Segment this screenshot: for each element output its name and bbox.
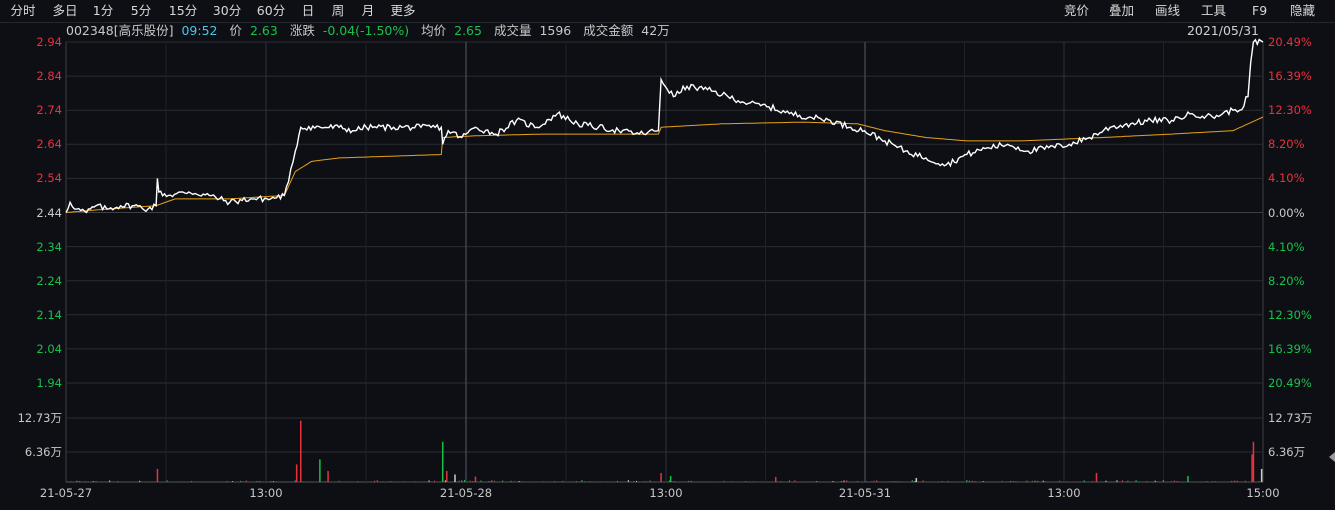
- change-value: -0.04(-1.50%): [322, 23, 410, 38]
- date-stamp: 2021/05/31: [1186, 23, 1259, 38]
- draw-line-button[interactable]: 画线: [1155, 3, 1181, 18]
- pct-tick-label: 8.20%: [1268, 273, 1305, 288]
- price-value: 2.63: [249, 23, 278, 38]
- period-toolbar: 分时 多日 1分 5分 15分 30分 60分 日 周 月 更多 竞价 叠加 画…: [0, 0, 1335, 23]
- time-tick-label: 21-05-27: [39, 486, 93, 500]
- avg-value: 2.65: [454, 23, 482, 38]
- price-tick-label: 2.64: [36, 137, 62, 152]
- volume-value: 1596: [539, 23, 572, 38]
- chart-grid: [65, 41, 1264, 483]
- price-tick-label: 2.04: [36, 341, 62, 356]
- price-tick-label: 2.14: [36, 307, 62, 322]
- volume-bars: [65, 420, 1263, 482]
- price-label: 价: [229, 23, 242, 38]
- volume-tick-label: 12.73万: [17, 411, 62, 425]
- avg-label: 均价: [421, 23, 447, 38]
- volume-label: 成交量: [493, 23, 532, 38]
- price-tick-label: 2.24: [36, 273, 62, 288]
- price-path: [65, 38, 1264, 214]
- pct-tick-label: 12.30%: [1268, 103, 1312, 118]
- pct-tick-label: 8.20%: [1268, 137, 1305, 152]
- tools-button[interactable]: 工具: [1201, 3, 1227, 18]
- tab-month[interactable]: 月: [361, 3, 375, 18]
- tab-30min[interactable]: 30分: [212, 3, 242, 18]
- f9-button[interactable]: F9: [1252, 3, 1268, 18]
- price-tick-label: 2.54: [36, 171, 62, 186]
- average-price-line: [65, 116, 1264, 213]
- tab-day[interactable]: 日: [301, 3, 315, 18]
- time-tick-label: 21-05-28: [439, 486, 493, 500]
- price-tick-label: 2.84: [36, 69, 62, 84]
- price-tick-label: 2.74: [36, 103, 62, 118]
- time-tick-label: 15:00: [1246, 486, 1280, 500]
- volume-tick-label: 12.73万: [1268, 411, 1313, 425]
- pct-tick-label: 20.49%: [1268, 35, 1312, 49]
- price-tick-label: 1.94: [36, 376, 62, 390]
- pct-tick-label: 0.00%: [1268, 205, 1305, 220]
- tab-week[interactable]: 周: [331, 3, 345, 18]
- tab-1min[interactable]: 1分: [92, 3, 114, 18]
- time-tick-label: 13:00: [649, 486, 683, 500]
- time-tick-label: 13:00: [1047, 486, 1081, 500]
- scroll-arrow-icon[interactable]: [1329, 452, 1335, 462]
- tab-multi-day[interactable]: 多日: [52, 3, 78, 18]
- price-tick-label: 2.44: [36, 205, 62, 220]
- pct-tick-label: 4.10%: [1268, 239, 1305, 254]
- avg-price-path: [65, 116, 1264, 213]
- time-tick-label: 13:00: [249, 486, 283, 500]
- auction-button[interactable]: 竞价: [1064, 3, 1090, 18]
- amount-value: 42万: [641, 23, 670, 38]
- tab-60min[interactable]: 60分: [256, 3, 286, 18]
- quote-info-bar: 002348[高乐股份] 09:52 价 2.63 涨跌 -0.04(-1.50…: [66, 22, 678, 40]
- tab-more[interactable]: 更多: [390, 3, 416, 18]
- change-label: 涨跌: [289, 23, 315, 38]
- price-tick-label: 2.94: [36, 35, 62, 49]
- tab-15min[interactable]: 15分: [168, 3, 198, 18]
- volume-tick-label: 6.36万: [1268, 445, 1306, 459]
- pct-tick-label: 12.30%: [1268, 307, 1312, 322]
- pct-tick-label: 16.39%: [1268, 341, 1312, 356]
- time-tick-label: 21-05-31: [838, 486, 892, 500]
- tab-intraday[interactable]: 分时: [10, 3, 36, 18]
- stock-name: 002348[高乐股份]: [66, 23, 174, 38]
- volume-tick-label: 6.36万: [24, 445, 62, 459]
- price-tick-label: 2.34: [36, 239, 62, 254]
- tab-5min[interactable]: 5分: [130, 3, 152, 18]
- price-line: [65, 38, 1264, 214]
- pct-tick-label: 4.10%: [1268, 171, 1305, 186]
- pct-tick-label: 20.49%: [1268, 376, 1312, 390]
- overlay-button[interactable]: 叠加: [1109, 3, 1135, 18]
- hide-button[interactable]: 隐藏: [1290, 3, 1316, 18]
- amount-label: 成交金额: [583, 23, 634, 38]
- quote-time: 09:52: [181, 23, 218, 38]
- pct-tick-label: 16.39%: [1268, 69, 1312, 84]
